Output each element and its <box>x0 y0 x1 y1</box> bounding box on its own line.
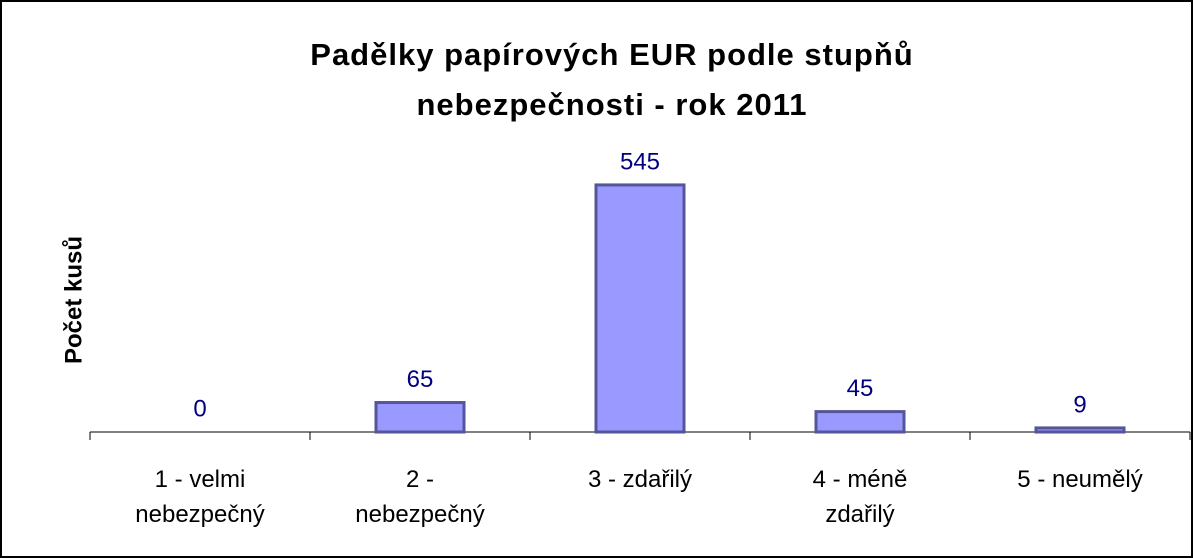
x-tick-label: 1 - velmi nebezpečný <box>135 466 265 528</box>
data-label: 9 <box>1073 391 1086 418</box>
chart-title: Padělky papírových EUR podle stupňů nebe… <box>310 37 914 122</box>
x-tick-label: 2 - nebezpečný <box>355 466 485 528</box>
x-tick-label: 5 - neumělý <box>1017 466 1143 493</box>
x-tick-label: 4 - méně zdařilý <box>812 466 908 528</box>
bar <box>594 183 686 434</box>
data-label: 545 <box>620 148 660 175</box>
bar <box>814 410 906 434</box>
bar <box>1034 426 1126 434</box>
data-label: 45 <box>847 375 874 402</box>
bar <box>374 401 466 434</box>
data-label: 0 <box>193 395 206 422</box>
y-axis-label: Počet kusů <box>60 236 87 364</box>
data-label: 65 <box>407 366 434 393</box>
x-tick-label: 3 - zdařilý <box>587 466 693 493</box>
